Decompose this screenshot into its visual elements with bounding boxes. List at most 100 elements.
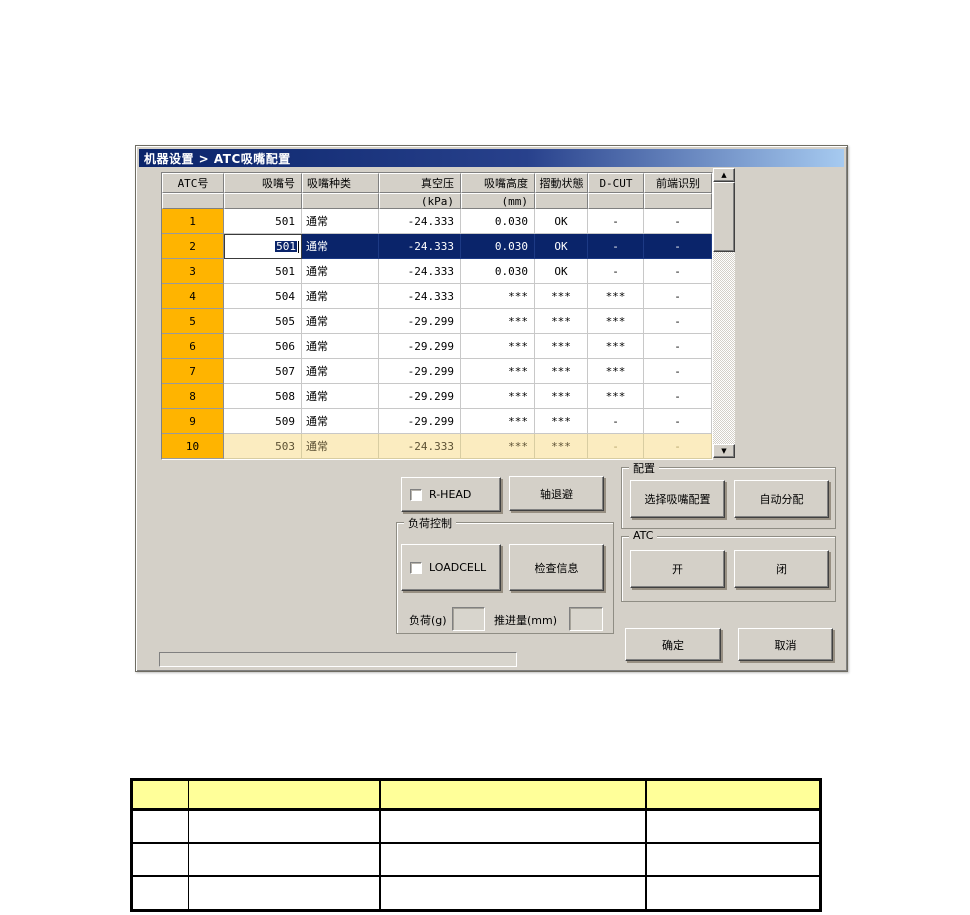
- grid-cell-r10-type[interactable]: 通常: [302, 434, 379, 459]
- push-amount-field[interactable]: [569, 607, 603, 631]
- grid-cell-r6-type[interactable]: 通常: [302, 334, 379, 359]
- grid-cell-r9-slide[interactable]: ***: [535, 409, 588, 434]
- grid-cell-r4-slide[interactable]: ***: [535, 284, 588, 309]
- loadcell-checkbox[interactable]: [410, 561, 422, 574]
- grid-cell-r3-type[interactable]: 通常: [302, 259, 379, 284]
- grid-cell-r4-height[interactable]: ***: [461, 284, 535, 309]
- r-head-toggle-button[interactable]: R-HEAD: [401, 477, 501, 512]
- auto-assign-button[interactable]: 自动分配: [734, 480, 829, 518]
- axis-retract-button[interactable]: 轴退避: [509, 476, 604, 511]
- grid-cell-r3-dcut[interactable]: -: [588, 259, 644, 284]
- grid-cell-r10-nozzle[interactable]: 503: [224, 434, 302, 459]
- grid-cell-r9-atc[interactable]: 9: [162, 409, 224, 434]
- grid-cell-r8-atc[interactable]: 8: [162, 384, 224, 409]
- grid-cell-r10-vacuum[interactable]: -24.333: [379, 434, 461, 459]
- grid-cell-r3-tip[interactable]: -: [644, 259, 712, 284]
- grid-cell-r2-slide[interactable]: OK: [535, 234, 588, 259]
- grid-cell-r6-atc[interactable]: 6: [162, 334, 224, 359]
- grid-cell-r7-slide[interactable]: ***: [535, 359, 588, 384]
- grid-cell-r1-nozzle[interactable]: 501: [224, 209, 302, 234]
- grid-scrollbar[interactable]: ▲ ▼: [713, 168, 735, 458]
- grid-cell-r2-tip[interactable]: -: [644, 234, 712, 259]
- grid-cell-r1-slide[interactable]: OK: [535, 209, 588, 234]
- check-info-button[interactable]: 检查信息: [509, 544, 604, 591]
- grid-cell-r9-nozzle[interactable]: 509: [224, 409, 302, 434]
- scroll-up-icon[interactable]: ▲: [713, 168, 735, 182]
- grid-cell-r7-height[interactable]: ***: [461, 359, 535, 384]
- grid-cell-r10-dcut[interactable]: -: [588, 434, 644, 459]
- select-nozzle-config-button[interactable]: 选择吸嘴配置: [630, 480, 725, 518]
- grid-cell-r4-nozzle[interactable]: 504: [224, 284, 302, 309]
- grid-cell-r9-vacuum[interactable]: -29.299: [379, 409, 461, 434]
- grid-cell-r2-vacuum[interactable]: -24.333: [379, 234, 461, 259]
- grid-cell-r2-height[interactable]: 0.030: [461, 234, 535, 259]
- grid-cell-r3-height[interactable]: 0.030: [461, 259, 535, 284]
- grid-cell-r2-dcut[interactable]: -: [588, 234, 644, 259]
- grid-cell-r2-type[interactable]: 通常: [302, 234, 379, 259]
- grid-cell-r4-atc[interactable]: 4: [162, 284, 224, 309]
- grid-cell-r3-slide[interactable]: OK: [535, 259, 588, 284]
- grid-cell-r6-slide[interactable]: ***: [535, 334, 588, 359]
- grid-cell-r1-dcut[interactable]: -: [588, 209, 644, 234]
- grid-cell-r4-tip[interactable]: -: [644, 284, 712, 309]
- loadcell-toggle-button[interactable]: LOADCELL: [401, 544, 501, 591]
- grid-cell-r5-dcut[interactable]: ***: [588, 309, 644, 334]
- grid-cell-r10-tip[interactable]: -: [644, 434, 712, 459]
- atc-close-button[interactable]: 闭: [734, 550, 829, 588]
- nozzle-number-edit[interactable]: 501: [224, 234, 302, 259]
- grid-cell-r10-height[interactable]: ***: [461, 434, 535, 459]
- r-head-checkbox[interactable]: [410, 488, 422, 501]
- grid-cell-r3-vacuum[interactable]: -24.333: [379, 259, 461, 284]
- grid-cell-r5-tip[interactable]: -: [644, 309, 712, 334]
- grid-cell-r1-height[interactable]: 0.030: [461, 209, 535, 234]
- grid-cell-r6-nozzle[interactable]: 506: [224, 334, 302, 359]
- grid-cell-r7-nozzle[interactable]: 507: [224, 359, 302, 384]
- grid-cell-r6-dcut[interactable]: ***: [588, 334, 644, 359]
- grid-cell-r4-dcut[interactable]: ***: [588, 284, 644, 309]
- grid-cell-r8-slide[interactable]: ***: [535, 384, 588, 409]
- grid-cell-r6-height[interactable]: ***: [461, 334, 535, 359]
- grid-cell-r9-type[interactable]: 通常: [302, 409, 379, 434]
- grid-cell-r5-nozzle[interactable]: 505: [224, 309, 302, 334]
- grid-cell-r1-tip[interactable]: -: [644, 209, 712, 234]
- scroll-down-icon[interactable]: ▼: [713, 444, 735, 458]
- grid-cell-r7-vacuum[interactable]: -29.299: [379, 359, 461, 384]
- grid-cell-r7-type[interactable]: 通常: [302, 359, 379, 384]
- grid-cell-r9-dcut[interactable]: -: [588, 409, 644, 434]
- grid-cell-r10-atc[interactable]: 10: [162, 434, 224, 459]
- grid-cell-r4-vacuum[interactable]: -24.333: [379, 284, 461, 309]
- grid-cell-r9-height[interactable]: ***: [461, 409, 535, 434]
- scrollbar-thumb[interactable]: [713, 182, 735, 252]
- grid-cell-r4-type[interactable]: 通常: [302, 284, 379, 309]
- grid-cell-r5-atc[interactable]: 5: [162, 309, 224, 334]
- grid-cell-r1-atc[interactable]: 1: [162, 209, 224, 234]
- grid-cell-r5-height[interactable]: ***: [461, 309, 535, 334]
- grid-cell-r5-vacuum[interactable]: -29.299: [379, 309, 461, 334]
- grid-cell-r6-vacuum[interactable]: -29.299: [379, 334, 461, 359]
- grid-cell-r2-atc[interactable]: 2: [162, 234, 224, 259]
- grid-cell-r7-tip[interactable]: -: [644, 359, 712, 384]
- grid-units-tip: [644, 193, 712, 209]
- grid-cell-r8-height[interactable]: ***: [461, 384, 535, 409]
- grid-cell-r3-nozzle[interactable]: 501: [224, 259, 302, 284]
- config-group: 配置: [621, 460, 836, 529]
- grid-cell-r5-slide[interactable]: ***: [535, 309, 588, 334]
- grid-cell-r6-tip[interactable]: -: [644, 334, 712, 359]
- grid-cell-r8-type[interactable]: 通常: [302, 384, 379, 409]
- grid-cell-r8-vacuum[interactable]: -29.299: [379, 384, 461, 409]
- ok-button[interactable]: 确定: [625, 628, 721, 661]
- load-g-field[interactable]: [452, 607, 485, 631]
- grid-cell-r10-slide[interactable]: ***: [535, 434, 588, 459]
- grid-cell-r7-dcut[interactable]: ***: [588, 359, 644, 384]
- grid-cell-r8-tip[interactable]: -: [644, 384, 712, 409]
- atc-open-button[interactable]: 开: [630, 550, 725, 588]
- grid-cell-r5-type[interactable]: 通常: [302, 309, 379, 334]
- grid-cell-r8-dcut[interactable]: ***: [588, 384, 644, 409]
- grid-cell-r8-nozzle[interactable]: 508: [224, 384, 302, 409]
- grid-cell-r1-vacuum[interactable]: -24.333: [379, 209, 461, 234]
- grid-cell-r1-type[interactable]: 通常: [302, 209, 379, 234]
- grid-cell-r9-tip[interactable]: -: [644, 409, 712, 434]
- cancel-button[interactable]: 取消: [738, 628, 833, 661]
- grid-cell-r3-atc[interactable]: 3: [162, 259, 224, 284]
- grid-cell-r7-atc[interactable]: 7: [162, 359, 224, 384]
